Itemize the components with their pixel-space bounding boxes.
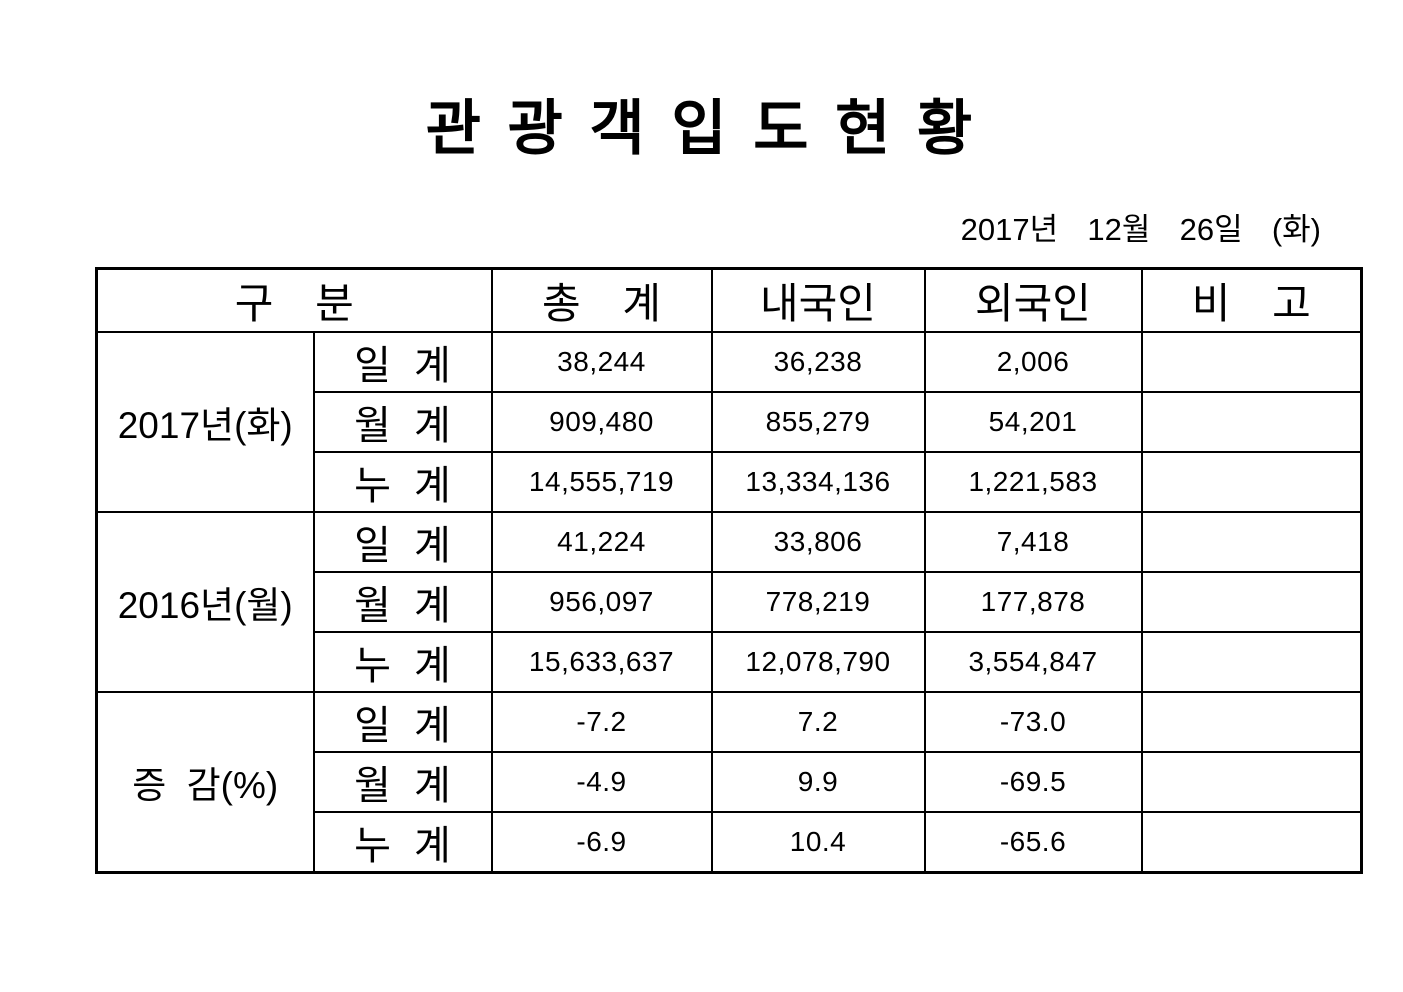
cell-foreign: -73.0 — [923, 691, 1143, 753]
cell-foreign: 54,201 — [923, 391, 1143, 453]
header-total: 총 계 — [490, 267, 713, 333]
table-row: 월 계 -4.9 9.9 -69.5 — [97, 751, 1363, 813]
cell-foreign: 7,418 — [923, 511, 1143, 573]
cell-foreign: -65.6 — [923, 811, 1143, 874]
cell-note — [1140, 571, 1363, 633]
cell-domestic: 10.4 — [710, 811, 926, 874]
cell-total: 14,555,719 — [490, 451, 713, 513]
cell-total: -6.9 — [490, 811, 713, 874]
group-label-change: 증 감(%) — [95, 691, 315, 874]
cell-domestic: 778,219 — [710, 571, 926, 633]
header-foreign: 외국인 — [923, 267, 1143, 333]
cell-domestic: 855,279 — [710, 391, 926, 453]
row-label: 일 계 — [312, 331, 493, 393]
row-label: 일 계 — [312, 511, 493, 573]
cell-note — [1140, 631, 1363, 693]
table-row: 월 계 956,097 778,219 177,878 — [97, 571, 1363, 633]
header-row: 구 분 총 계 내국인 외국인 비 고 — [95, 267, 1363, 333]
header-category: 구 분 — [95, 267, 493, 333]
cell-domestic: 7.2 — [710, 691, 926, 753]
cell-total: 38,244 — [490, 331, 713, 393]
report-date: 2017년 12월 26일 (화) — [960, 212, 1321, 247]
group-label-2017: 2017년(화) — [95, 331, 315, 513]
group-label-2016: 2016년(월) — [95, 511, 315, 693]
cell-domestic: 36,238 — [710, 331, 926, 393]
cell-note — [1140, 511, 1363, 573]
cell-domestic: 9.9 — [710, 751, 926, 813]
cell-total: -4.9 — [490, 751, 713, 813]
cell-total: 41,224 — [490, 511, 713, 573]
cell-total: 909,480 — [490, 391, 713, 453]
row-label: 일 계 — [312, 691, 493, 753]
cell-domestic: 13,334,136 — [710, 451, 926, 513]
header-domestic: 내국인 — [710, 267, 926, 333]
cell-foreign: 1,221,583 — [923, 451, 1143, 513]
table-row: 증 감(%) 일 계 -7.2 7.2 -73.0 — [95, 691, 1363, 874]
row-label: 누 계 — [312, 451, 493, 513]
cell-domestic: 12,078,790 — [710, 631, 926, 693]
table-row: 누 계 14,555,719 13,334,136 1,221,583 — [97, 451, 1363, 513]
cell-total: -7.2 — [490, 691, 713, 753]
cell-note — [1140, 751, 1363, 813]
table-row: 2016년(월) 일 계 41,224 33,806 7,418 — [95, 511, 1363, 693]
cell-note — [1140, 691, 1363, 753]
table-row: 누 계 15,633,637 12,078,790 3,554,847 — [97, 631, 1363, 693]
cell-total: 956,097 — [490, 571, 713, 633]
visitor-stats-table: 구 분 총 계 내국인 외국인 비 고 2017년(화) 일 계 38,244 … — [95, 267, 1363, 874]
cell-note — [1140, 391, 1363, 453]
row-label: 누 계 — [312, 631, 493, 693]
header-note: 비 고 — [1140, 267, 1363, 333]
row-label: 월 계 — [312, 391, 493, 453]
table-row: 월 계 909,480 855,279 54,201 — [97, 391, 1363, 453]
row-label: 누 계 — [312, 811, 493, 874]
table-row: 2017년(화) 일 계 38,244 36,238 2,006 — [95, 331, 1363, 513]
cell-note — [1140, 331, 1363, 393]
cell-note — [1140, 811, 1363, 874]
cell-foreign: 177,878 — [923, 571, 1143, 633]
cell-total: 15,633,637 — [490, 631, 713, 693]
table-row: 누 계 -6.9 10.4 -65.6 — [97, 811, 1363, 874]
cell-foreign: 3,554,847 — [923, 631, 1143, 693]
page-title: 관 광 객 입 도 현 황 — [425, 95, 978, 162]
row-label: 월 계 — [312, 751, 493, 813]
cell-foreign: -69.5 — [923, 751, 1143, 813]
cell-note — [1140, 451, 1363, 513]
cell-domestic: 33,806 — [710, 511, 926, 573]
row-label: 월 계 — [312, 571, 493, 633]
cell-foreign: 2,006 — [923, 331, 1143, 393]
